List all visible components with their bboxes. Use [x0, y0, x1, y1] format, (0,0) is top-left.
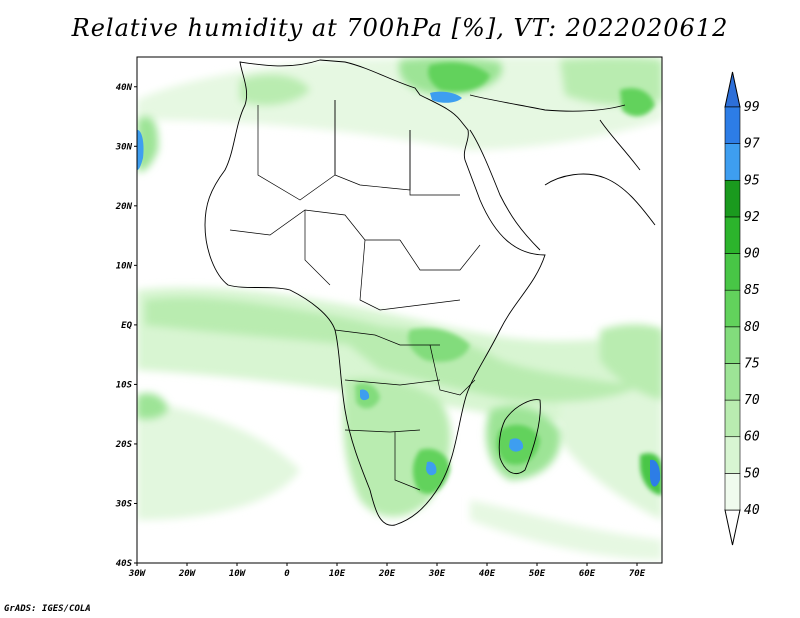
- colorbar-swatch: [724, 326, 741, 364]
- colorbar-label: 85: [744, 283, 760, 298]
- lon-tick-label: 40E: [479, 569, 496, 579]
- colorbar-swatch: [724, 363, 741, 401]
- colorbar-label: 97: [744, 137, 760, 152]
- colorbar-label: 50: [744, 466, 760, 481]
- lat-tick-label: 40S: [116, 559, 133, 569]
- grads-credit: GrADS: IGES/COLA: [4, 604, 91, 614]
- humidity-field: [137, 57, 662, 563]
- colorbar-label: 92: [744, 210, 760, 225]
- colorbar-swatch: [724, 143, 741, 181]
- colorbar-label: 95: [744, 173, 760, 188]
- map-frame: [136, 56, 663, 564]
- colorbar-label: 70: [744, 393, 760, 408]
- lat-tick-label: 30N: [115, 142, 133, 152]
- latitude-axis: 40N 30N 20N 10N EQ 10S 20S 30S 40S: [115, 83, 137, 569]
- colorbar-swatch: [724, 179, 741, 218]
- colorbar-label: 80: [744, 320, 760, 335]
- colorbar-min-arrow: [724, 509, 741, 546]
- lon-tick-label: 20W: [178, 569, 197, 579]
- lat-tick-label: 20N: [115, 202, 133, 212]
- colorbar-swatch: [724, 289, 741, 328]
- colorbar-swatch: [724, 253, 741, 291]
- coastline: [204, 59, 656, 526]
- lat-tick-label: EQ: [121, 321, 132, 331]
- lat-tick-label: 10S: [116, 380, 133, 390]
- lon-tick-label: 30W: [128, 569, 147, 579]
- colorbar-swatch: [724, 216, 741, 254]
- lon-tick-label: 0: [284, 569, 290, 579]
- colorbar-swatch: [724, 473, 741, 511]
- longitude-axis: 30W 20W 10W 0 10E 20E 30E 40E 50E 60E 70E: [128, 563, 646, 579]
- lon-tick-label: 20E: [378, 569, 396, 579]
- lat-tick-label: 10N: [116, 261, 133, 271]
- colorbar-label: 60: [744, 430, 760, 445]
- lon-tick-label: 30E: [428, 569, 446, 579]
- colorbar-label: 99: [744, 100, 760, 115]
- colorbar-max-arrow: [724, 71, 741, 108]
- colorbar-swatch: [724, 106, 741, 144]
- lon-tick-label: 60E: [579, 569, 596, 579]
- lat-tick-label: 20S: [115, 440, 133, 450]
- map-title: Relative humidity at 700hPa [%], VT: 202…: [71, 14, 729, 42]
- colorbar-label: 75: [744, 356, 760, 371]
- lon-tick-label: 10E: [329, 569, 346, 579]
- country-borders: [229, 100, 481, 491]
- lon-tick-label: 70E: [629, 569, 646, 579]
- lat-tick-label: 30S: [115, 499, 133, 509]
- lat-tick-label: 40N: [116, 83, 133, 93]
- lon-tick-label: 50E: [529, 569, 546, 579]
- lon-tick-label: 10W: [229, 569, 247, 579]
- colorbar-swatch: [724, 399, 741, 438]
- colorbar-label: 40: [744, 503, 760, 518]
- colorbar-swatch: [724, 436, 741, 474]
- colorbar: 40 50 60 70 75 80 85 90 92 95 97 99: [724, 71, 760, 546]
- colorbar-label: 90: [744, 247, 760, 262]
